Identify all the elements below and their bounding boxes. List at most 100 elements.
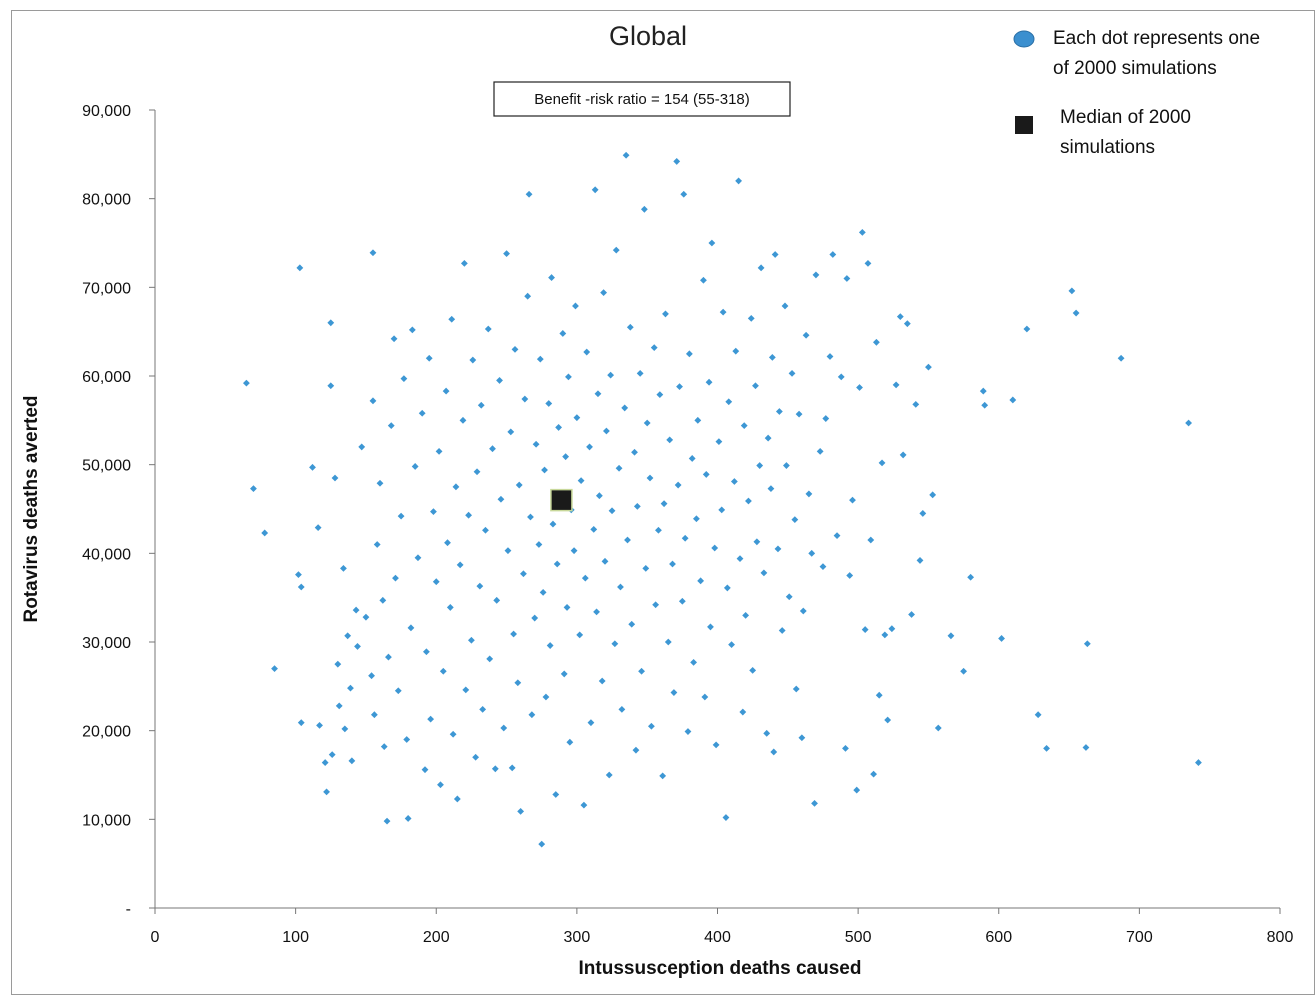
scatter-point	[456, 561, 464, 569]
scatter-point	[421, 766, 429, 774]
scatter-point	[573, 414, 581, 422]
legend-entry-1-line-1: Each dot represents one	[1053, 28, 1260, 49]
scatter-point	[472, 753, 480, 761]
scatter-point	[369, 397, 377, 405]
scatter-point	[598, 677, 606, 685]
scatter-point	[566, 738, 574, 746]
scatter-point	[446, 604, 454, 611]
scatter-point	[749, 666, 757, 674]
scatter-point	[837, 373, 845, 381]
scatter-point	[358, 443, 366, 451]
scatter-point	[756, 462, 764, 469]
scatter-point	[662, 310, 669, 318]
scatter-point	[347, 684, 354, 692]
scatter-point	[603, 427, 610, 435]
scatter-point	[297, 583, 305, 591]
scatter-point	[385, 653, 392, 661]
scatter-point	[331, 474, 339, 482]
scatter-point	[878, 459, 886, 467]
scatter-point	[873, 338, 880, 346]
scatter-point	[678, 597, 686, 605]
scatter-point	[628, 620, 636, 628]
scatter-point	[732, 347, 740, 355]
scatter-point	[295, 571, 302, 579]
scatter-point	[473, 468, 481, 476]
scatter-point	[867, 536, 875, 544]
scatter-point	[504, 547, 512, 555]
scatter-point	[618, 705, 626, 713]
scatter-point	[655, 526, 662, 534]
scatter-point	[486, 655, 494, 663]
scatter-point	[387, 422, 395, 430]
scatter-point	[497, 495, 505, 503]
scatter-point	[549, 520, 557, 528]
scatter-point	[767, 485, 775, 493]
scatter-point	[261, 529, 269, 537]
scatter-point	[643, 419, 651, 427]
scatter-point	[373, 541, 381, 548]
scatter-point	[688, 455, 696, 462]
scatter-point	[250, 485, 257, 493]
scatter-point	[376, 479, 384, 487]
y-tick-label: 30,000	[82, 635, 131, 652]
scatter-point	[394, 687, 402, 695]
annotation-text: Benefit -risk ratio = 154 (55-318)	[534, 91, 750, 108]
scatter-point	[469, 356, 477, 364]
scatter-point	[707, 623, 714, 631]
scatter-point	[701, 693, 709, 701]
y-tick-label: 10,000	[82, 812, 131, 829]
y-tick-label: 50,000	[82, 458, 131, 475]
scatter-point	[822, 415, 830, 422]
scatter-point	[1068, 287, 1076, 295]
x-tick-label: 600	[985, 929, 1012, 946]
scatter-point	[539, 588, 547, 596]
scatter-point	[633, 502, 641, 510]
scatter-point	[407, 624, 415, 632]
scatter-point	[829, 251, 837, 258]
scatter-point	[607, 371, 615, 379]
scatter-point	[507, 428, 515, 436]
scatter-point	[496, 377, 503, 384]
scatter-point	[670, 689, 678, 696]
scatter-point	[297, 719, 305, 727]
scatter-point	[736, 555, 744, 563]
scatter-point	[392, 574, 399, 582]
scatter-point	[527, 513, 534, 521]
scatter-point	[508, 764, 516, 772]
scatter-point	[484, 325, 492, 333]
scatter-point	[646, 474, 654, 482]
scatter-point	[425, 354, 433, 362]
scatter-point	[739, 708, 747, 716]
scatter-point	[608, 507, 616, 515]
scatter-point	[785, 593, 793, 601]
x-tick-label: 300	[564, 929, 591, 946]
scatter-point	[892, 381, 900, 389]
scatter-point	[511, 346, 519, 353]
x-axis-title: Intussusception deaths caused	[579, 958, 862, 979]
scatter-point	[783, 462, 790, 469]
scatter-point	[685, 350, 693, 358]
scatter-point	[591, 186, 599, 194]
scatter-point	[881, 631, 889, 639]
scatter-point	[676, 383, 683, 391]
scatter-point	[723, 584, 731, 592]
scatter-point	[453, 795, 461, 803]
y-tick-label: 40,000	[82, 546, 131, 563]
scatter-point	[525, 190, 533, 198]
scatter-point	[379, 596, 387, 604]
scatter-point	[452, 483, 460, 491]
scatter-point	[362, 613, 370, 621]
scatter-point	[553, 560, 561, 568]
scatter-point	[327, 382, 335, 390]
scatter-point	[442, 387, 450, 395]
scatter-point	[778, 627, 786, 634]
scatter-point	[684, 728, 692, 735]
scatter-point	[764, 434, 772, 442]
legend-entry-1-line-2: of 2000 simulations	[1053, 58, 1217, 79]
scatter-point	[404, 815, 412, 822]
scatter-point	[397, 512, 405, 520]
scatter-point	[811, 799, 818, 807]
median-layer	[550, 488, 573, 512]
annotation-frame	[493, 81, 791, 117]
x-tick-label: 800	[1267, 929, 1294, 946]
